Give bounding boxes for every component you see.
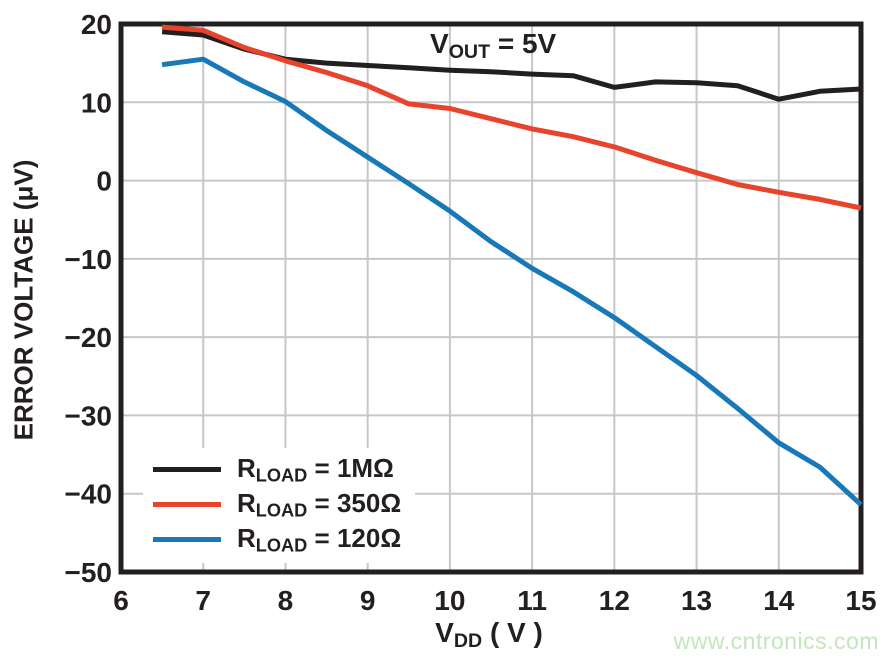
vout-annotation-value: = 5V <box>490 28 557 59</box>
legend-item-120ohm: RLOAD = 120Ω <box>153 522 401 557</box>
legend-label-subscript: LOAD <box>255 465 308 486</box>
vout-annotation: VOUT = 5V <box>430 28 556 64</box>
legend-swatch-1mohm <box>153 467 221 472</box>
legend-label-120ohm: RLOAD = 120Ω <box>237 523 401 557</box>
legend-swatch-350ohm <box>153 502 221 507</box>
legend-label-value: = 350Ω <box>307 487 402 518</box>
legend-label-subscript: LOAD <box>255 500 308 521</box>
x-axis-label-symbol: V <box>435 617 454 648</box>
x-tick-label: 8 <box>278 585 294 616</box>
y-tick-label: −30 <box>65 400 113 431</box>
y-tick-label: −50 <box>65 557 113 588</box>
legend-item-1mohm: RLOAD = 1MΩ <box>153 452 401 487</box>
watermark: www.cntronics.com <box>673 628 879 654</box>
y-tick-label: 10 <box>81 87 112 118</box>
legend-item-350ohm: RLOAD = 350Ω <box>153 487 401 522</box>
series-line-2 <box>161 56 863 507</box>
x-axis-label-unit: ( V ) <box>482 617 543 648</box>
y-tick-label: 0 <box>96 166 112 197</box>
legend-label-value: = 1MΩ <box>307 452 394 483</box>
x-tick-label: 13 <box>681 585 712 616</box>
x-tick-label: 7 <box>195 585 211 616</box>
legend-label-symbol: R <box>237 452 256 483</box>
legend-label-1mohm: RLOAD = 1MΩ <box>237 453 394 487</box>
legend-swatch-120ohm <box>153 537 221 542</box>
x-tick-label: 11 <box>517 585 547 616</box>
legend: RLOAD = 1MΩ RLOAD = 350Ω RLOAD = 120Ω <box>143 448 416 563</box>
x-axis-label-subscript: DD <box>453 629 483 652</box>
legend-label-value: = 120Ω <box>307 522 402 553</box>
legend-label-symbol: R <box>237 522 256 553</box>
x-tick-label: 10 <box>434 585 465 616</box>
x-tick-label: 6 <box>113 585 129 616</box>
legend-label-subscript: LOAD <box>255 535 308 556</box>
y-tick-label: −10 <box>65 244 113 275</box>
x-axis-label: VDD ( V ) <box>435 617 543 653</box>
y-axis-label: ERROR VOLTAGE (μV) <box>8 159 39 441</box>
y-tick-label: −40 <box>65 479 113 510</box>
legend-label-symbol: R <box>237 487 256 518</box>
x-tick-label: 14 <box>763 585 795 616</box>
series-line-1 <box>161 24 862 211</box>
vout-annotation-subscript: OUT <box>448 40 491 63</box>
plot-border <box>118 21 864 575</box>
x-tick-label: 15 <box>845 585 876 616</box>
y-tick-label: 20 <box>81 9 112 40</box>
vout-annotation-symbol: V <box>430 28 449 59</box>
y-tick-label: −20 <box>65 322 113 353</box>
x-tick-label: 9 <box>360 585 376 616</box>
legend-label-350ohm: RLOAD = 350Ω <box>237 488 401 522</box>
x-tick-label: 12 <box>599 585 630 616</box>
